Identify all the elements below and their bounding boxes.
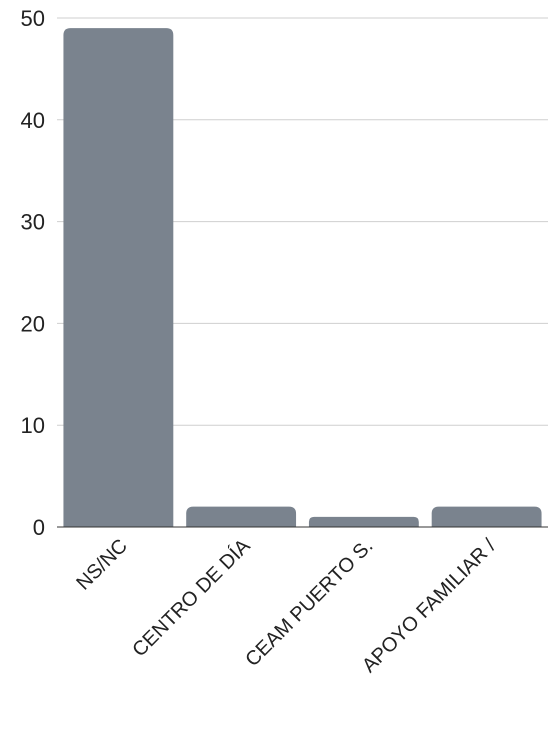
- y-tick-label-40: 40: [21, 108, 45, 133]
- x-tick-label-2: CEAM PUERTO S.: [241, 535, 377, 671]
- x-tick-label-1: CENTRO DE DÍA: [128, 534, 256, 662]
- bar-2: [308, 516, 419, 527]
- y-tick-label-30: 30: [21, 210, 45, 235]
- y-tick-label-10: 10: [21, 413, 45, 438]
- bar-0: [63, 28, 174, 528]
- bars: [63, 28, 542, 528]
- x-tick-label-0: NS/NC: [72, 535, 132, 595]
- bar-3: [431, 506, 542, 527]
- y-tick-labels: 0 10 20 30 40 50: [21, 6, 45, 540]
- bar-1: [186, 506, 297, 527]
- y-tick-label-0: 0: [33, 515, 45, 540]
- y-tick-label-50: 50: [21, 6, 45, 31]
- y-tick-label-20: 20: [21, 311, 45, 336]
- x-tick-label-3: APOYO FAMILIAR /: [358, 535, 500, 677]
